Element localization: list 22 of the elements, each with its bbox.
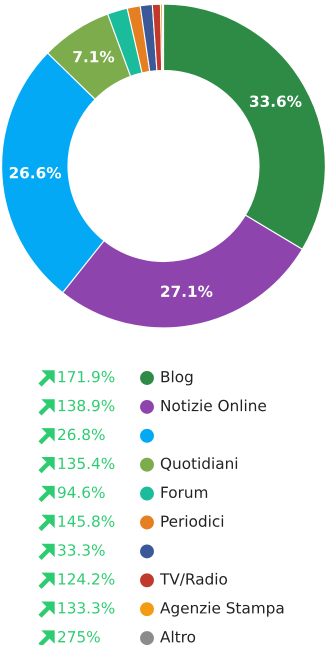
legend-label: Periodici <box>162 515 224 527</box>
text: 171.9% <box>58 370 114 382</box>
legend-label: Altro <box>160 630 196 643</box>
text: 133.3% <box>58 602 114 614</box>
data-label: 7.1% <box>73 50 114 62</box>
legend-label: Blog <box>162 370 192 386</box>
data-label: 27.1% <box>161 286 212 298</box>
legend-label: TV/Radio <box>160 572 228 586</box>
text: 124.2% <box>58 573 114 585</box>
text: 135.4% <box>58 458 114 470</box>
text: 138.9% <box>58 400 114 412</box>
text: 94.6% <box>58 486 105 498</box>
legend-label: Notizie Online <box>162 400 266 412</box>
text: 145.8% <box>58 515 114 527</box>
text: 26.8% <box>58 428 105 440</box>
text: 33.3% <box>58 544 105 556</box>
legend-label: Quotidiani <box>160 457 238 471</box>
data-label: 26.6% <box>10 166 62 179</box>
text: 275% <box>58 630 100 643</box>
legend-label: Agenzie Stampa <box>160 602 284 617</box>
data-label: 33.6% <box>250 95 302 108</box>
legend-label: Forum <box>162 486 208 498</box>
